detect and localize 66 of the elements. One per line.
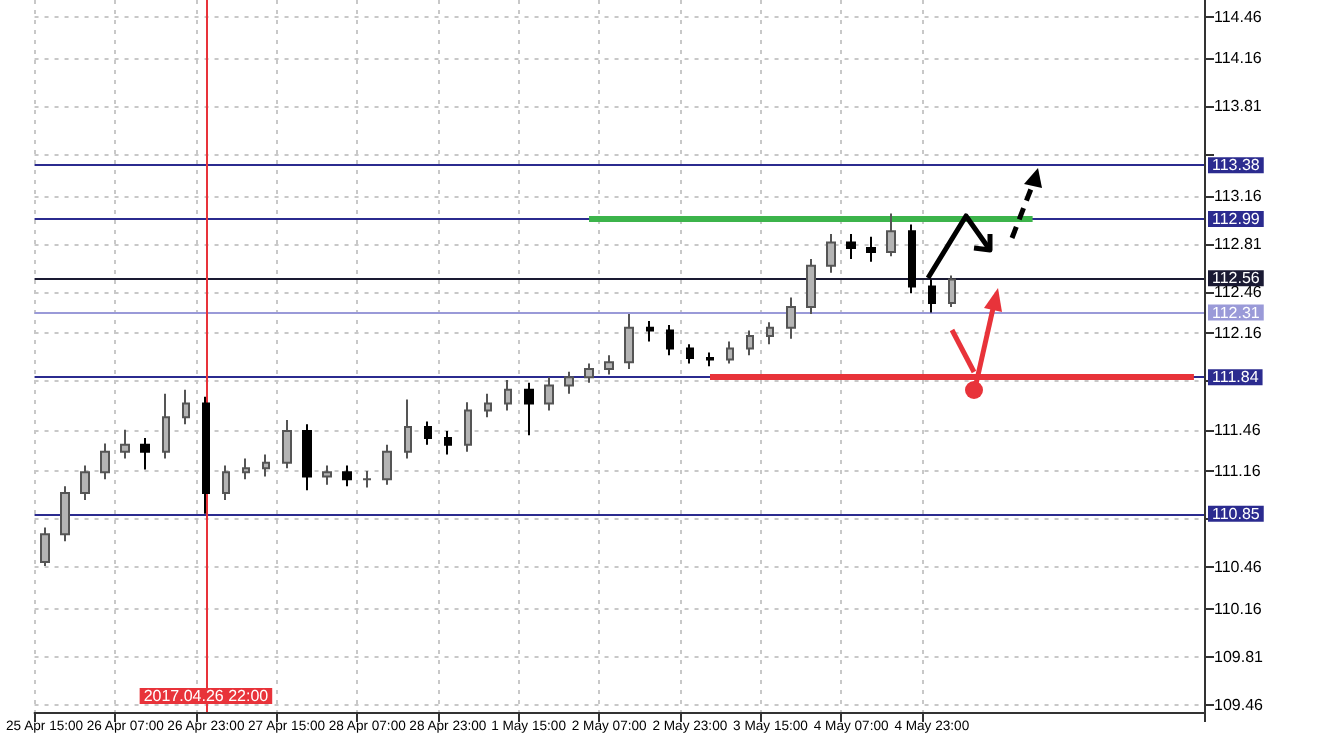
candlestick bbox=[444, 430, 452, 456]
y-tick-label: 114.16 bbox=[1214, 48, 1263, 67]
candlestick bbox=[202, 395, 210, 515]
candlestick bbox=[80, 464, 90, 501]
candlestick bbox=[342, 464, 352, 488]
candlestick bbox=[140, 436, 150, 471]
candlestick bbox=[182, 388, 190, 426]
candlestick bbox=[908, 223, 916, 295]
candlestick bbox=[584, 362, 594, 384]
candlestick bbox=[404, 398, 412, 460]
candlestick bbox=[726, 340, 734, 365]
candlestick bbox=[362, 469, 372, 489]
candlestick bbox=[162, 392, 170, 460]
y-tick-label: 113.81 bbox=[1214, 97, 1263, 116]
candlestick bbox=[604, 354, 614, 376]
candlestick bbox=[382, 443, 392, 486]
candlestick bbox=[222, 464, 230, 501]
candlestick bbox=[484, 392, 492, 419]
candlestick bbox=[424, 420, 432, 446]
ref-line-label: 112.99 bbox=[1212, 209, 1261, 228]
candlestick bbox=[846, 233, 856, 260]
candlestick bbox=[544, 376, 554, 412]
candlestick bbox=[302, 423, 312, 492]
candlestick bbox=[504, 379, 512, 412]
y-tick-label: 109.81 bbox=[1214, 647, 1265, 666]
candlestick bbox=[826, 233, 836, 274]
candlestick bbox=[624, 313, 634, 371]
candlestick bbox=[282, 419, 292, 470]
y-tick-label: 109.46 bbox=[1214, 696, 1265, 715]
y-tick-label: 112.16 bbox=[1214, 324, 1263, 343]
ref-line-label: 110.85 bbox=[1212, 504, 1261, 523]
candlestick bbox=[786, 296, 796, 340]
candlestick bbox=[666, 324, 674, 357]
candlestick bbox=[60, 485, 70, 543]
candlestick bbox=[746, 329, 754, 357]
candlestick bbox=[322, 464, 332, 486]
candlestick bbox=[262, 453, 270, 478]
candlestick bbox=[242, 457, 250, 481]
y-tick-label: 110.16 bbox=[1214, 599, 1263, 618]
candlestick bbox=[706, 351, 714, 368]
ref-line-label: 112.56 bbox=[1212, 269, 1261, 288]
y-tick-label: 110.46 bbox=[1214, 558, 1263, 577]
candlestick bbox=[948, 274, 956, 309]
candlestick bbox=[866, 235, 876, 263]
y-tick-label: 111.16 bbox=[1214, 461, 1262, 480]
candlestick bbox=[524, 381, 534, 437]
candlestick bbox=[564, 370, 574, 395]
ref-line-label: 112.31 bbox=[1212, 303, 1261, 322]
y-tick-label: 111.46 bbox=[1214, 420, 1262, 439]
ref-line-label: 113.38 bbox=[1212, 156, 1261, 175]
y-tick-label: 112.46 bbox=[1214, 282, 1263, 301]
candlestick bbox=[120, 428, 130, 460]
candlestick bbox=[806, 257, 816, 315]
candlestick bbox=[886, 212, 896, 258]
candlestick bbox=[100, 442, 110, 481]
ref-line-label: 111.84 bbox=[1212, 368, 1260, 387]
candlestick bbox=[766, 321, 774, 346]
candlestick bbox=[646, 319, 654, 343]
candlestick bbox=[928, 278, 936, 314]
candlestick bbox=[40, 526, 50, 568]
candlestick bbox=[686, 343, 694, 365]
y-tick-label: 112.81 bbox=[1214, 234, 1263, 253]
y-tick-label: 114.46 bbox=[1214, 7, 1263, 26]
y-tick-label: 113.16 bbox=[1214, 186, 1263, 205]
ref-line-label: 2017.04.26 22:00 bbox=[143, 687, 270, 705]
candlestick bbox=[464, 401, 472, 453]
